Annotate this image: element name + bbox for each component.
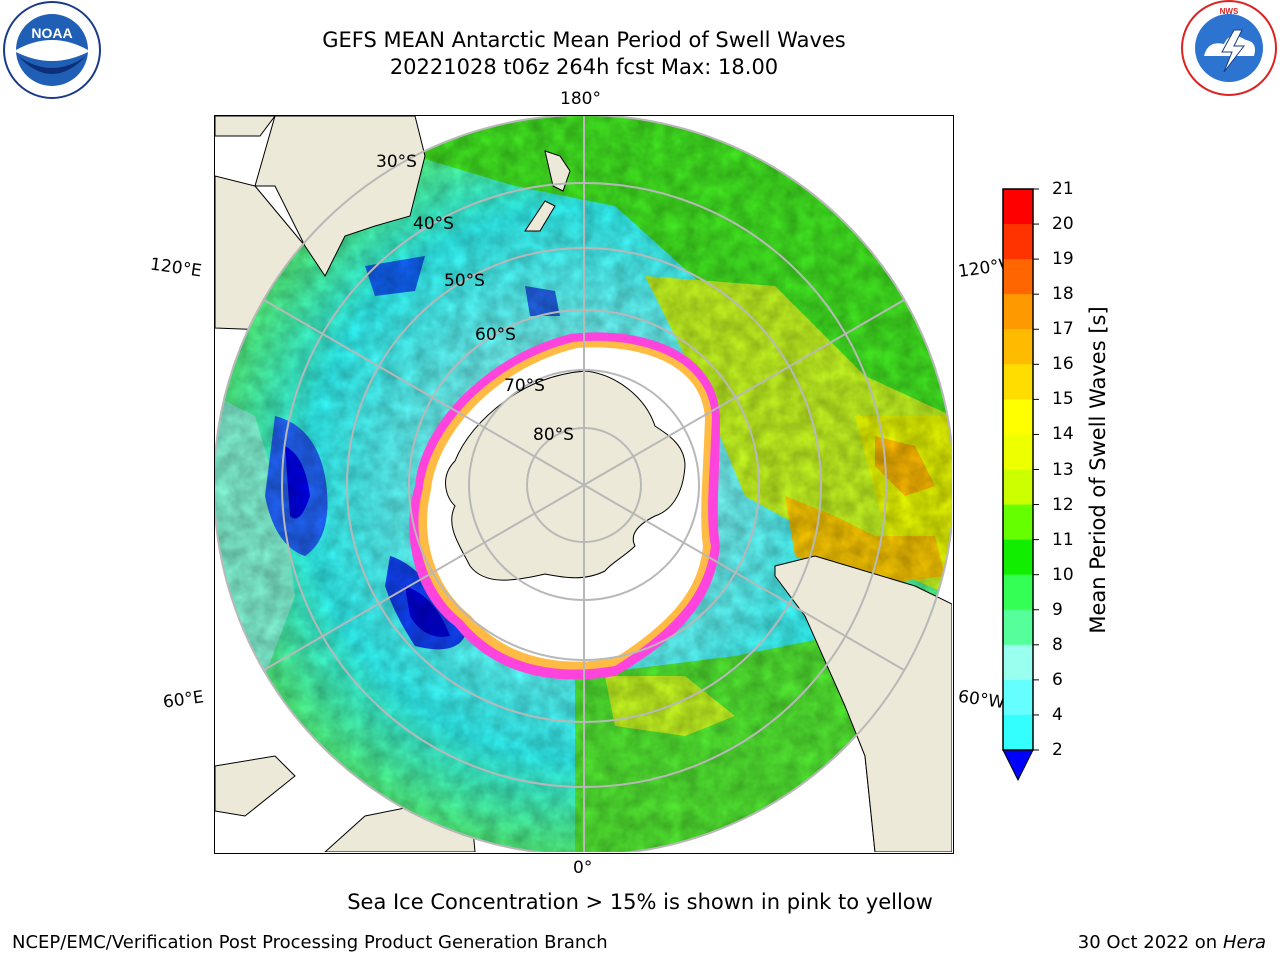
footer-machine: Hera: [1222, 932, 1266, 953]
colorbar-segment: [1003, 294, 1033, 330]
colorbar-tick-label: 4: [1052, 704, 1063, 725]
lat-label-60s: 60°S: [475, 325, 516, 345]
colorbar-segment: [1003, 364, 1033, 400]
colorbar-tick-label: 19: [1052, 249, 1074, 270]
map-title: GEFS MEAN Antarctic Mean Period of Swell…: [322, 28, 846, 52]
colorbar-tick-label: 15: [1052, 389, 1074, 410]
colorbar-tick-label: 12: [1052, 494, 1074, 515]
colorbar-tick-label: 13: [1052, 459, 1074, 480]
colorbar-tick-label: 20: [1052, 214, 1074, 235]
colorbar-segment: [1003, 399, 1033, 435]
colorbar-tick-label: 14: [1052, 424, 1074, 445]
colorbar-label: Mean Period of Swell Waves [s]: [1086, 306, 1110, 634]
colorbar-segment: [1003, 504, 1033, 541]
colorbar-segment: [1003, 469, 1033, 506]
svg-text:NWS: NWS: [1220, 7, 1239, 16]
noaa-logo-text: NOAA: [31, 25, 72, 41]
colorbar-tick-label: 6: [1052, 669, 1063, 690]
colorbar-tick-label: 11: [1052, 529, 1074, 550]
colorbar-tick-label: 17: [1052, 319, 1074, 340]
lon-label-60e: 60°E: [161, 687, 206, 713]
colorbar-tick-label: 16: [1052, 354, 1074, 375]
colorbar-segment: [1003, 189, 1033, 225]
noaa-logo-icon: NOAA: [3, 1, 101, 99]
colorbar-segment: [1003, 434, 1033, 470]
national-weather-service-logo-icon: NWS: [1181, 0, 1277, 96]
lat-label-40s: 40°S: [413, 214, 454, 234]
antarctica-landmass: [445, 370, 686, 581]
colorbar-segment: [1003, 679, 1033, 716]
lat-label-50s: 50°S: [444, 271, 485, 291]
colorbar-extend-arrow: [1002, 749, 1034, 782]
footer-credit: NCEP/EMC/Verification Post Processing Pr…: [12, 932, 608, 953]
colorbar-segment: [1003, 259, 1033, 295]
colorbar-tick-label: 8: [1052, 634, 1063, 655]
colorbar-tick-label: 10: [1052, 564, 1074, 585]
colorbar-segment: [1003, 714, 1033, 751]
colorbar-segment: [1003, 539, 1033, 576]
lat-label-80s: 80°S: [533, 425, 574, 445]
colorbar-tick-label: 9: [1052, 599, 1063, 620]
colorbar: [1002, 188, 1039, 782]
map-subtitle: 20221028 t06z 264h fcst Max: 18.00: [389, 55, 779, 79]
map-canvas: [213, 114, 955, 856]
antarctic-map: 30°S 40°S 50°S 60°S 70°S 80°S: [213, 114, 955, 856]
colorbar-tick-label: 2: [1052, 740, 1063, 760]
colorbar-segment: [1003, 574, 1033, 611]
lat-label-30s: 30°S: [376, 152, 417, 172]
colorbar-tick-label: 21: [1052, 179, 1074, 199]
colorbar-segment: [1003, 329, 1033, 365]
lon-label-0: 0°: [573, 858, 593, 878]
sea-ice-note: Sea Ice Concentration > 15% is shown in …: [347, 890, 933, 914]
colorbar-tick-label: 18: [1052, 284, 1074, 305]
colorbar-segment: [1003, 609, 1033, 646]
lon-label-120e: 120°E: [148, 254, 203, 282]
colorbar-segment: [1003, 644, 1033, 681]
lat-label-70s: 70°S: [504, 376, 545, 396]
colorbar-segment: [1003, 224, 1033, 260]
lon-label-60w: 60°W: [956, 686, 1007, 714]
footer-date: 30 Oct 2022 on Hera: [1077, 932, 1266, 953]
lon-label-180: 180°: [560, 89, 601, 109]
